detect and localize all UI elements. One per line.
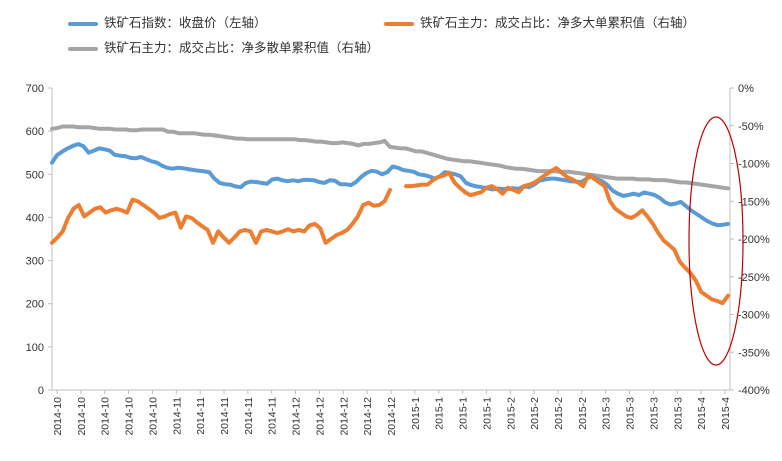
series-layer xyxy=(50,124,730,306)
legend-label-net-long-large: 铁矿石主力：成交占比：净多大单累积值（右轴） xyxy=(420,15,696,30)
right-tick-label: -350% xyxy=(738,347,770,359)
legend-item-net-long-retail: 铁矿石主力：成交占比：净多散单累积值（右轴） xyxy=(68,37,379,56)
legend-label-net-long-retail: 铁矿石主力：成交占比：净多散单累积值（右轴） xyxy=(104,40,380,55)
right-tick-label: -50% xyxy=(738,121,764,133)
series-line-1 xyxy=(50,166,730,306)
left-tick-label: 700 xyxy=(26,83,44,95)
x-tick-label: 2015-2 xyxy=(553,397,565,430)
x-tick-label: 2015-3 xyxy=(601,397,613,430)
x-tick-label: 2015-4 xyxy=(696,397,708,430)
series-line-0 xyxy=(50,142,730,228)
x-tick-label: 2015-2 xyxy=(577,397,589,430)
legend-item-net-long-large: 铁矿石主力：成交占比：净多大单累积值（右轴） xyxy=(384,12,695,31)
right-tick-label: -200% xyxy=(738,234,770,246)
x-tick-label: 2014-12 xyxy=(362,397,374,436)
x-tick-label: 2015-1 xyxy=(410,397,422,430)
x-axis: 2014-10 2014-10 2014-10 2014-10 2014-10 2014-… xyxy=(52,389,732,436)
x-tick-label: 2015-4 xyxy=(720,397,732,430)
x-tick-label: 2014-12 xyxy=(291,397,303,436)
legend-label-index-close: 铁矿石指数：收盘价（左轴） xyxy=(104,15,267,30)
x-tick-label: 2014-12 xyxy=(338,397,350,436)
x-tick-label: 2014-11 xyxy=(219,397,231,435)
x-tick-label: 2015-1 xyxy=(434,397,446,430)
x-tick-label: 2014-10 xyxy=(52,397,64,436)
x-tick-label: 2014-12 xyxy=(386,397,398,436)
x-tick-label: 2015-1 xyxy=(458,397,470,430)
right-tick-label: -250% xyxy=(738,272,770,284)
x-tick-label: 2015-3 xyxy=(648,397,660,430)
series-line-2 xyxy=(50,124,730,191)
x-tick-label: 2014-11 xyxy=(243,397,255,435)
left-tick-label: 100 xyxy=(26,342,44,354)
legend-swatch-orange xyxy=(384,21,414,26)
legend-swatch-gray xyxy=(68,46,98,51)
x-tick-label: 2015-3 xyxy=(672,397,684,430)
x-tick-label: 2014-11 xyxy=(267,397,279,435)
right-tick-label: -300% xyxy=(738,310,770,322)
legend-swatch-blue xyxy=(68,21,98,26)
left-tick-label: 600 xyxy=(26,126,44,138)
right-tick-label: -400% xyxy=(738,385,770,397)
highlight-ellipse xyxy=(688,116,744,366)
x-tick-label: 2014-12 xyxy=(314,397,326,436)
left-tick-label: 500 xyxy=(26,169,44,181)
right-axis: 0% -50% -100% -150% -200% -250% -300% -350% -400… xyxy=(729,83,770,397)
right-tick-label: 0% xyxy=(738,83,754,95)
x-tick-label: 2015-1 xyxy=(481,397,493,430)
x-tick-label: 2014-10 xyxy=(100,397,112,436)
right-tick-label: -150% xyxy=(738,196,770,208)
x-tick-label: 2015-3 xyxy=(625,397,637,430)
x-tick-label: 2014-10 xyxy=(147,397,159,436)
legend-item-index-close: 铁矿石指数：收盘价（左轴） xyxy=(68,12,267,31)
x-tick-label: 2014-11 xyxy=(171,397,183,435)
x-tick-label: 2015-2 xyxy=(529,397,541,430)
x-tick-label: 2014-10 xyxy=(76,397,88,436)
x-tick-label: 2015-2 xyxy=(505,397,517,430)
x-tick-label: 2014-11 xyxy=(195,397,207,435)
x-tick-label: 2014-10 xyxy=(124,397,136,436)
right-tick-label: -100% xyxy=(738,159,770,171)
left-axis: 700 600 500 400 300 200 100 0 xyxy=(26,83,53,397)
left-tick-label: 0 xyxy=(38,385,44,397)
left-tick-label: 400 xyxy=(26,212,44,224)
left-tick-label: 300 xyxy=(26,256,44,268)
left-tick-label: 200 xyxy=(26,299,44,311)
